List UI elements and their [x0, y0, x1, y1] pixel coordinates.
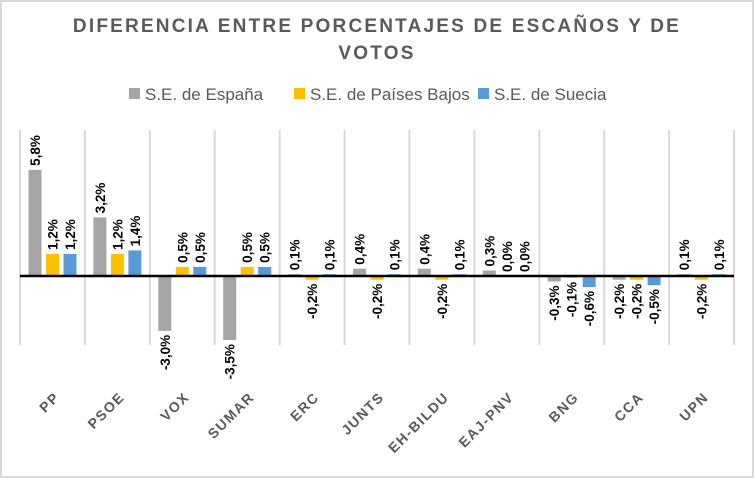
data-label-upn-s-e-de-espana: 0,1%: [677, 239, 692, 270]
legend-label-paises-bajos: S.E. de Países Bajos: [310, 85, 470, 104]
category-label-eh-bildu: EH-BILDU: [385, 389, 452, 456]
data-label-eaj-pnv-s-e-de-paises-bajos: 0,0%: [500, 241, 515, 272]
data-label-bng-s-e-de-suecia: -0,6%: [582, 291, 597, 326]
legend-item-suecia[interactable]: S.E. de Suecia: [478, 85, 607, 104]
legend-swatch-paises-bajos: [294, 88, 305, 99]
bar-eaj-pnv-s-e-de-espana: [482, 270, 496, 276]
bar-pp-s-e-de-espana: [28, 169, 42, 276]
bar-eh-bildu-s-e-de-paises-bajos: [435, 276, 449, 280]
bar-psoe-s-e-de-paises-bajos: [110, 254, 124, 276]
data-label-sumar-s-e-de-suecia: 0,5%: [258, 232, 273, 263]
data-label-junts-s-e-de-paises-bajos: -0,2%: [370, 284, 385, 319]
data-label-cca-s-e-de-paises-bajos: -0,2%: [630, 284, 645, 319]
bar-cca-s-e-de-espana: [612, 276, 626, 280]
legend-label-espana: S.E. de España: [145, 85, 264, 104]
data-label-pp-s-e-de-paises-bajos: 1,2%: [46, 219, 61, 250]
data-label-cca-s-e-de-suecia: -0,5%: [647, 289, 662, 324]
data-label-vox-s-e-de-espana: -3,0%: [158, 335, 173, 370]
data-label-bng-s-e-de-paises-bajos: -0,1%: [565, 282, 580, 317]
category-label-junts: JUNTS: [338, 389, 387, 438]
bar-upn-s-e-de-paises-bajos: [695, 276, 708, 280]
bar-junts-s-e-de-espana: [353, 268, 366, 276]
bars: [28, 169, 726, 340]
data-label-eaj-pnv-s-e-de-espana: 0,3%: [482, 236, 497, 267]
bar-sumar-s-e-de-suecia: [258, 266, 272, 277]
data-label-psoe-s-e-de-suecia: 1,4%: [128, 216, 143, 247]
bar-junts-s-e-de-paises-bajos: [370, 276, 384, 280]
category-label-eaj-pnv: EAJ-PNV: [455, 389, 517, 451]
legend-swatch-suecia: [478, 88, 489, 99]
chart-title-line-1: DIFERENCIA ENTRE PORCENTAJES DE ESCAÑOS …: [73, 15, 681, 37]
bar-cca-s-e-de-suecia: [647, 276, 661, 286]
legend-item-paises-bajos[interactable]: S.E. de Países Bajos: [294, 85, 470, 104]
data-label-junts-s-e-de-suecia: 0,1%: [388, 239, 403, 270]
bar-bng-s-e-de-suecia: [582, 276, 596, 287]
category-label-sumar: SUMAR: [204, 389, 257, 442]
category-label-erc: ERC: [287, 389, 322, 424]
data-label-pp-s-e-de-espana: 5,8%: [28, 135, 43, 166]
data-label-erc-s-e-de-paises-bajos: -0,2%: [305, 284, 320, 319]
category-label-bng: BNG: [545, 389, 582, 426]
bar-vox-s-e-de-suecia: [193, 266, 207, 277]
data-label-upn-s-e-de-suecia: 0,1%: [712, 239, 727, 270]
category-label-psoe: PSOE: [84, 389, 127, 432]
bar-sumar-s-e-de-espana: [223, 276, 237, 340]
data-label-erc-s-e-de-suecia: 0,1%: [323, 239, 338, 270]
bar-bng-s-e-de-espana: [547, 276, 561, 282]
category-label-upn: UPN: [676, 389, 711, 424]
bar-vox-s-e-de-paises-bajos: [175, 266, 189, 277]
data-label-vox-s-e-de-suecia: 0,5%: [193, 232, 208, 263]
bar-pp-s-e-de-paises-bajos: [46, 254, 59, 276]
bar-vox-s-e-de-espana: [158, 276, 172, 331]
category-label-vox: VOX: [157, 389, 192, 424]
bar-cca-s-e-de-paises-bajos: [630, 276, 644, 280]
bar-erc-s-e-de-paises-bajos: [305, 276, 319, 280]
data-label-junts-s-e-de-espana: 0,4%: [353, 234, 368, 265]
data-label-sumar-s-e-de-paises-bajos: 0,5%: [240, 232, 255, 263]
data-label-cca-s-e-de-espana: -0,2%: [612, 284, 627, 319]
data-label-eh-bildu-s-e-de-suecia: 0,1%: [452, 239, 467, 270]
data-label-eaj-pnv-s-e-de-suecia: 0,0%: [517, 241, 532, 272]
category-label-pp: PP: [36, 389, 63, 416]
bar-psoe-s-e-de-suecia: [128, 250, 142, 276]
data-label-eh-bildu-s-e-de-espana: 0,4%: [417, 234, 432, 265]
data-label-psoe-s-e-de-espana: 3,2%: [93, 183, 108, 214]
data-label-pp-s-e-de-suecia: 1,2%: [63, 219, 78, 250]
data-label-psoe-s-e-de-paises-bajos: 1,2%: [110, 219, 125, 250]
data-label-upn-s-e-de-paises-bajos: -0,2%: [695, 284, 710, 319]
legend: S.E. de España S.E. de Países Bajos S.E.…: [129, 85, 607, 104]
legend-label-suecia: S.E. de Suecia: [494, 85, 607, 104]
category-gridlines: [19, 130, 735, 345]
legend-swatch-espana: [129, 88, 140, 99]
bar-pp-s-e-de-suecia: [63, 254, 77, 276]
bar-sumar-s-e-de-paises-bajos: [240, 266, 254, 277]
data-label-erc-s-e-de-espana: 0,1%: [288, 239, 303, 270]
legend-item-espana[interactable]: S.E. de España: [129, 85, 264, 104]
data-labels: 5,8%1,2% 1,2%3,2%1,2% 1,4%-3,0%0,5% 0,5%-3,…: [28, 135, 727, 379]
data-label-sumar-s-e-de-espana: -3,5%: [223, 344, 238, 379]
category-label-cca: CCA: [611, 389, 647, 425]
chart-title-line-2: VOTOS: [338, 43, 415, 64]
data-label-bng-s-e-de-espana: -0,3%: [547, 286, 562, 321]
bar-psoe-s-e-de-espana: [93, 217, 107, 276]
data-label-vox-s-e-de-paises-bajos: 0,5%: [175, 232, 190, 263]
bar-eh-bildu-s-e-de-espana: [417, 268, 431, 276]
data-label-eh-bildu-s-e-de-paises-bajos: -0,2%: [435, 284, 450, 319]
chart-title: DIFERENCIA ENTRE PORCENTAJES DE ESCAÑOS …: [73, 15, 681, 64]
